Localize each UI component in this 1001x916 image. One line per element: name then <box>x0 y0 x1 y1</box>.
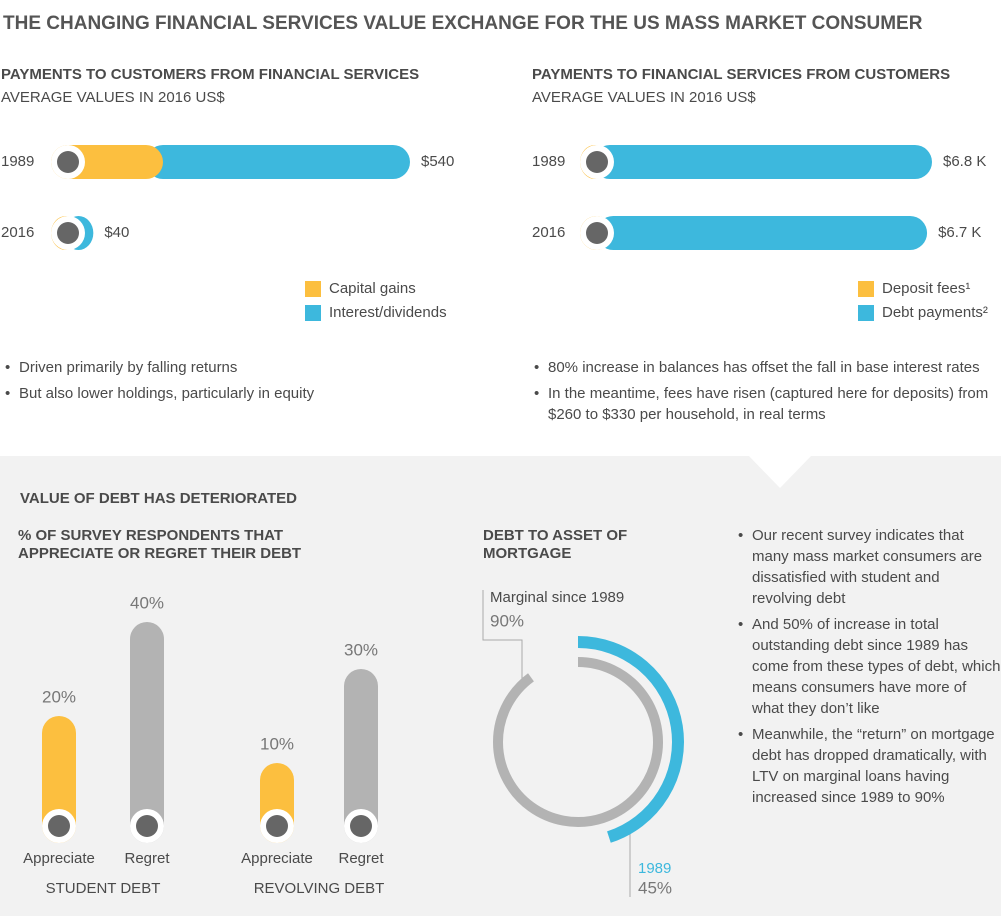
total-label: $6.8 K <box>943 153 986 170</box>
category-label: 1989 <box>1 153 34 170</box>
notes: Our recent survey indicates that many ma… <box>737 525 1001 813</box>
note: In the meantime, fees have risen (captur… <box>534 383 1001 425</box>
notch <box>748 455 812 488</box>
group-label: STUDENT DEBT <box>46 880 161 897</box>
category-label: 1989 <box>532 153 565 170</box>
value-label: 30% <box>344 640 378 659</box>
legend-label: Debt payments² <box>882 304 988 321</box>
legend-swatch <box>305 305 321 321</box>
origin-dot <box>350 815 372 837</box>
origin-dot <box>57 222 79 244</box>
category-label: Appreciate <box>23 850 95 867</box>
origin-dot <box>586 151 608 173</box>
bar <box>130 622 164 843</box>
category-label: 2016 <box>532 224 565 241</box>
origin-dot <box>136 815 158 837</box>
section-title: VALUE OF DEBT HAS DETERIORATED <box>20 490 297 507</box>
arc <box>577 636 684 843</box>
bar <box>42 716 76 843</box>
arc-label: 1989 <box>638 860 671 877</box>
value-label: 10% <box>260 734 294 753</box>
group-label: REVOLVING DEBT <box>254 880 385 897</box>
note: Our recent survey indicates that many ma… <box>738 525 1001 609</box>
category-label: 2016 <box>1 224 34 241</box>
category-label: Regret <box>124 850 170 867</box>
legend-swatch <box>858 305 874 321</box>
total-label: $540 <box>421 153 454 170</box>
arc-value: 90% <box>490 611 524 630</box>
origin-dot <box>48 815 70 837</box>
chart-title: PAYMENTS TO CUSTOMERS FROM FINANCIAL SER… <box>1 66 419 83</box>
bar <box>344 669 378 843</box>
total-label: $40 <box>104 224 129 241</box>
value-label: 40% <box>130 593 164 612</box>
chart-title: % OF SURVEY RESPONDENTS THAT APPRECIATE … <box>18 527 302 562</box>
note: And 50% of increase in total outstanding… <box>738 614 1001 719</box>
legend-label: Deposit fees¹ <box>882 280 970 297</box>
leader-line <box>482 590 523 690</box>
arc <box>493 657 663 827</box>
note: Meanwhile, the “return” on mortgage debt… <box>738 724 1001 808</box>
arc-label: Marginal since 1989 <box>490 589 624 606</box>
legend-swatch <box>858 281 874 297</box>
origin-dot <box>266 815 288 837</box>
note: Driven primarily by falling returns <box>5 357 509 378</box>
legend-label: Interest/dividends <box>329 304 447 321</box>
arc-value: 45% <box>638 878 672 897</box>
origin-dot <box>586 222 608 244</box>
bar-segment <box>146 145 410 179</box>
legend-swatch <box>305 281 321 297</box>
origin-dot <box>57 151 79 173</box>
chart-subtitle: AVERAGE VALUES IN 2016 US$ <box>1 89 225 106</box>
page-title: THE CHANGING FINANCIAL SERVICES VALUE EX… <box>3 13 923 34</box>
notes: Driven primarily by falling returns But a… <box>4 357 509 409</box>
note: But also lower holdings, particularly in… <box>5 383 509 404</box>
notes: 80% increase in balances has offset the … <box>533 357 1001 430</box>
chart-title: DEBT TO ASSET OF MORTGAGE <box>483 527 628 562</box>
chart-subtitle: AVERAGE VALUES IN 2016 US$ <box>532 89 756 106</box>
category-label: Regret <box>338 850 384 867</box>
bar-segment <box>592 145 932 179</box>
value-label: 20% <box>42 687 76 706</box>
total-label: $6.7 K <box>938 224 981 241</box>
chart-title: PAYMENTS TO FINANCIAL SERVICES FROM CUST… <box>532 66 950 83</box>
legend-label: Capital gains <box>329 280 416 297</box>
bar-segment <box>596 216 928 250</box>
category-label: Appreciate <box>241 850 313 867</box>
note: 80% increase in balances has offset the … <box>534 357 1001 378</box>
